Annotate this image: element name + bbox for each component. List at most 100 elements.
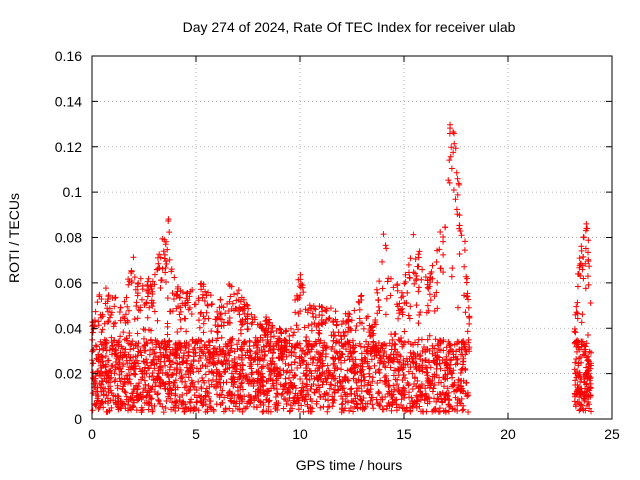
data-point xyxy=(390,372,397,379)
data-point xyxy=(311,341,318,348)
data-point xyxy=(99,311,106,318)
data-point xyxy=(437,337,444,344)
data-point xyxy=(396,359,403,366)
data-point xyxy=(291,344,298,351)
data-point xyxy=(446,357,453,364)
data-point xyxy=(126,371,133,378)
data-point xyxy=(226,320,233,327)
data-point xyxy=(177,367,184,374)
data-point xyxy=(214,329,221,336)
data-point xyxy=(134,330,141,337)
data-point xyxy=(458,339,465,346)
data-point xyxy=(278,392,285,399)
x-tick-label: 25 xyxy=(604,426,620,442)
data-point xyxy=(429,408,436,415)
data-point xyxy=(150,357,157,364)
data-point xyxy=(244,347,251,354)
data-point xyxy=(587,380,594,387)
data-point xyxy=(179,392,186,399)
data-point xyxy=(328,381,335,388)
data-point xyxy=(433,398,440,405)
data-point xyxy=(230,383,237,390)
data-point xyxy=(154,317,161,324)
data-point xyxy=(277,381,284,388)
data-point xyxy=(381,363,388,370)
data-point xyxy=(390,284,397,291)
data-point xyxy=(194,340,201,347)
data-point xyxy=(314,376,321,383)
data-point xyxy=(114,403,121,410)
data-point xyxy=(164,294,171,301)
data-point xyxy=(193,387,200,394)
data-point xyxy=(366,370,373,377)
data-point xyxy=(370,405,377,412)
data-point xyxy=(112,400,119,407)
data-point xyxy=(298,402,305,409)
data-point xyxy=(398,396,405,403)
data-point xyxy=(350,358,357,365)
data-point xyxy=(341,389,348,396)
data-point xyxy=(299,380,306,387)
data-point xyxy=(446,157,453,164)
data-point xyxy=(390,382,397,389)
data-point xyxy=(283,401,290,408)
y-tick-label: 0.02 xyxy=(55,366,82,382)
data-point xyxy=(431,373,438,380)
y-tick-label: 0.04 xyxy=(55,320,82,336)
data-point xyxy=(405,261,412,268)
data-point xyxy=(141,377,148,384)
data-point xyxy=(180,355,187,362)
data-point xyxy=(585,258,592,265)
data-point xyxy=(351,370,358,377)
data-point xyxy=(203,309,210,316)
data-point xyxy=(401,394,408,401)
data-point xyxy=(205,377,212,384)
data-point xyxy=(209,369,216,376)
data-point xyxy=(151,271,158,278)
data-point xyxy=(326,385,333,392)
data-point xyxy=(393,407,400,414)
data-point xyxy=(582,227,589,234)
data-point xyxy=(138,368,145,375)
data-point xyxy=(449,265,456,272)
data-point xyxy=(413,276,420,282)
data-point xyxy=(166,337,173,344)
data-point xyxy=(587,365,594,372)
data-point xyxy=(433,258,440,265)
data-point xyxy=(297,308,304,315)
data-point xyxy=(356,306,363,313)
data-point xyxy=(188,396,195,403)
data-point xyxy=(396,310,403,317)
data-point xyxy=(263,408,270,415)
data-point xyxy=(266,343,273,350)
data-point xyxy=(208,328,215,335)
data-point xyxy=(283,380,290,387)
data-point xyxy=(443,353,450,360)
data-point xyxy=(231,392,238,399)
data-point xyxy=(299,357,306,364)
data-point xyxy=(149,383,156,390)
data-point xyxy=(125,398,132,405)
data-point xyxy=(374,310,381,317)
data-point xyxy=(342,310,349,317)
data-point xyxy=(191,392,198,399)
data-point xyxy=(416,248,423,255)
data-point xyxy=(350,362,357,369)
data-point xyxy=(396,337,403,344)
data-point xyxy=(297,292,304,299)
data-point xyxy=(453,387,460,394)
data-point xyxy=(159,235,166,242)
data-point xyxy=(146,373,153,380)
data-point xyxy=(447,153,454,160)
data-point xyxy=(415,284,422,291)
data-point xyxy=(460,292,467,299)
data-point xyxy=(105,318,112,325)
data-point xyxy=(300,387,307,394)
data-point xyxy=(429,342,436,349)
data-point xyxy=(182,300,189,307)
data-point xyxy=(239,408,246,415)
data-point xyxy=(447,121,454,128)
data-point xyxy=(200,320,207,327)
data-point xyxy=(394,282,401,289)
data-point xyxy=(214,323,221,330)
